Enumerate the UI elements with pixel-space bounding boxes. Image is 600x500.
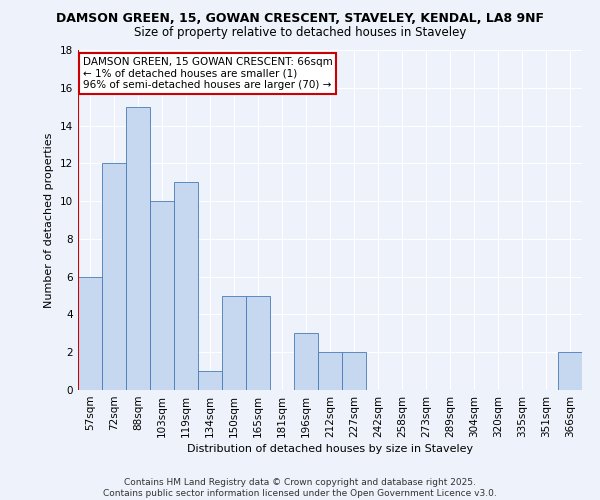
Bar [126,106,150,390]
Bar [78,276,102,390]
Bar [342,352,366,390]
Bar [222,296,246,390]
X-axis label: Distribution of detached houses by size in Staveley: Distribution of detached houses by size … [187,444,473,454]
Text: Contains HM Land Registry data © Crown copyright and database right 2025.
Contai: Contains HM Land Registry data © Crown c… [103,478,497,498]
Bar [198,371,222,390]
Bar [102,164,126,390]
Bar [294,334,318,390]
Text: DAMSON GREEN, 15 GOWAN CRESCENT: 66sqm
← 1% of detached houses are smaller (1)
9: DAMSON GREEN, 15 GOWAN CRESCENT: 66sqm ←… [83,57,333,90]
Bar [150,201,174,390]
Y-axis label: Number of detached properties: Number of detached properties [44,132,55,308]
Text: DAMSON GREEN, 15, GOWAN CRESCENT, STAVELEY, KENDAL, LA8 9NF: DAMSON GREEN, 15, GOWAN CRESCENT, STAVEL… [56,12,544,26]
Bar [318,352,342,390]
Text: Size of property relative to detached houses in Staveley: Size of property relative to detached ho… [134,26,466,39]
Bar [174,182,198,390]
Bar [558,352,582,390]
Bar [246,296,270,390]
